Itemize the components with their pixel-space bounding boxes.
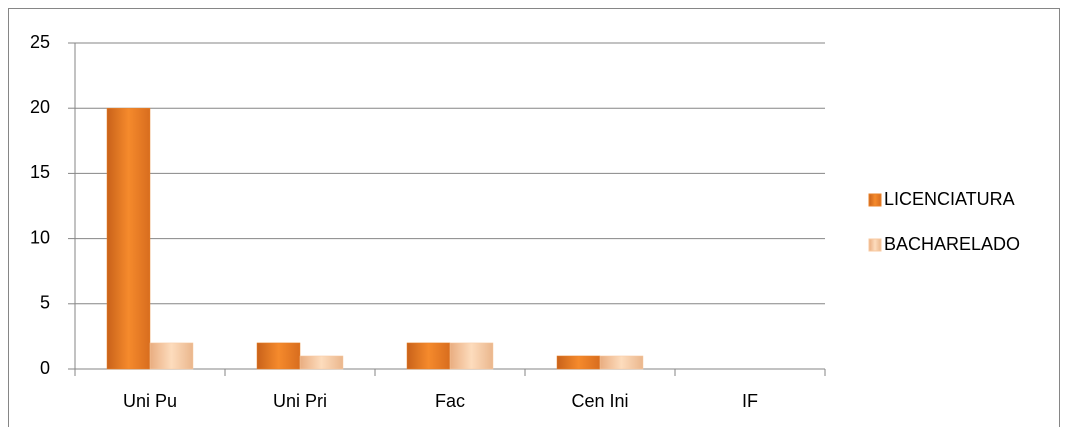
bar — [299, 355, 344, 370]
x-tick-label: Cen Ini — [571, 391, 628, 411]
y-tick-label: 10 — [30, 227, 50, 247]
bar — [556, 355, 601, 370]
y-tick-label: 20 — [30, 97, 50, 117]
bar — [149, 342, 194, 370]
bar — [256, 342, 301, 370]
chart-frame — [8, 8, 1060, 427]
y-tick-label: 25 — [30, 32, 50, 52]
bar — [599, 355, 644, 370]
bar — [449, 342, 494, 370]
x-tick-label: IF — [742, 391, 758, 411]
y-tick-label: 5 — [40, 293, 50, 313]
x-tick-label: Fac — [435, 391, 465, 411]
legend-swatch — [868, 238, 882, 252]
bar — [106, 107, 151, 370]
legend-swatch — [868, 193, 882, 207]
legend-label: LICENCIATURA — [884, 189, 1015, 209]
bar — [406, 342, 451, 370]
x-tick-label: Uni Pu — [123, 391, 177, 411]
y-tick-label: 0 — [40, 358, 50, 378]
x-tick-label: Uni Pri — [273, 391, 327, 411]
y-tick-label: 15 — [30, 162, 50, 182]
legend-label: BACHARELADO — [884, 234, 1020, 254]
